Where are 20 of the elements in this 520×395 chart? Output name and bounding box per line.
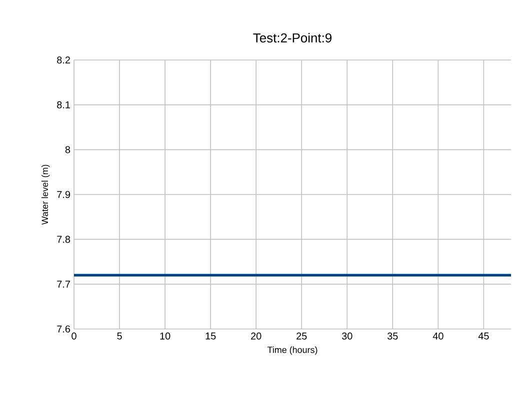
x-axis-title: Time (hours) xyxy=(267,346,318,355)
y-tick-label: 7.9 xyxy=(57,190,70,198)
y-axis-title: Water level (m) xyxy=(41,164,50,225)
x-tick-label: 15 xyxy=(206,332,216,340)
x-tick-label: 35 xyxy=(387,332,398,340)
x-tick-label: 10 xyxy=(160,332,170,340)
chart-title: Test:2-Point:9 xyxy=(253,32,332,42)
y-tick-label: 7.6 xyxy=(57,325,70,333)
x-tick-label: 20 xyxy=(251,332,262,340)
x-tick-label: 25 xyxy=(296,332,307,340)
y-tick-label: 8.2 xyxy=(57,56,70,64)
x-tick-label: 30 xyxy=(342,332,352,340)
x-tick-label: 0 xyxy=(72,332,76,340)
x-tick-label: 40 xyxy=(432,332,444,340)
y-tick-label: 8 xyxy=(65,146,70,154)
y-tick-label: 8.1 xyxy=(57,101,70,108)
y-tick-label: 7.8 xyxy=(57,236,70,243)
y-tick-label: 7.7 xyxy=(57,280,70,288)
x-tick-label: 45 xyxy=(478,332,489,340)
x-tick-label: 5 xyxy=(117,332,122,340)
